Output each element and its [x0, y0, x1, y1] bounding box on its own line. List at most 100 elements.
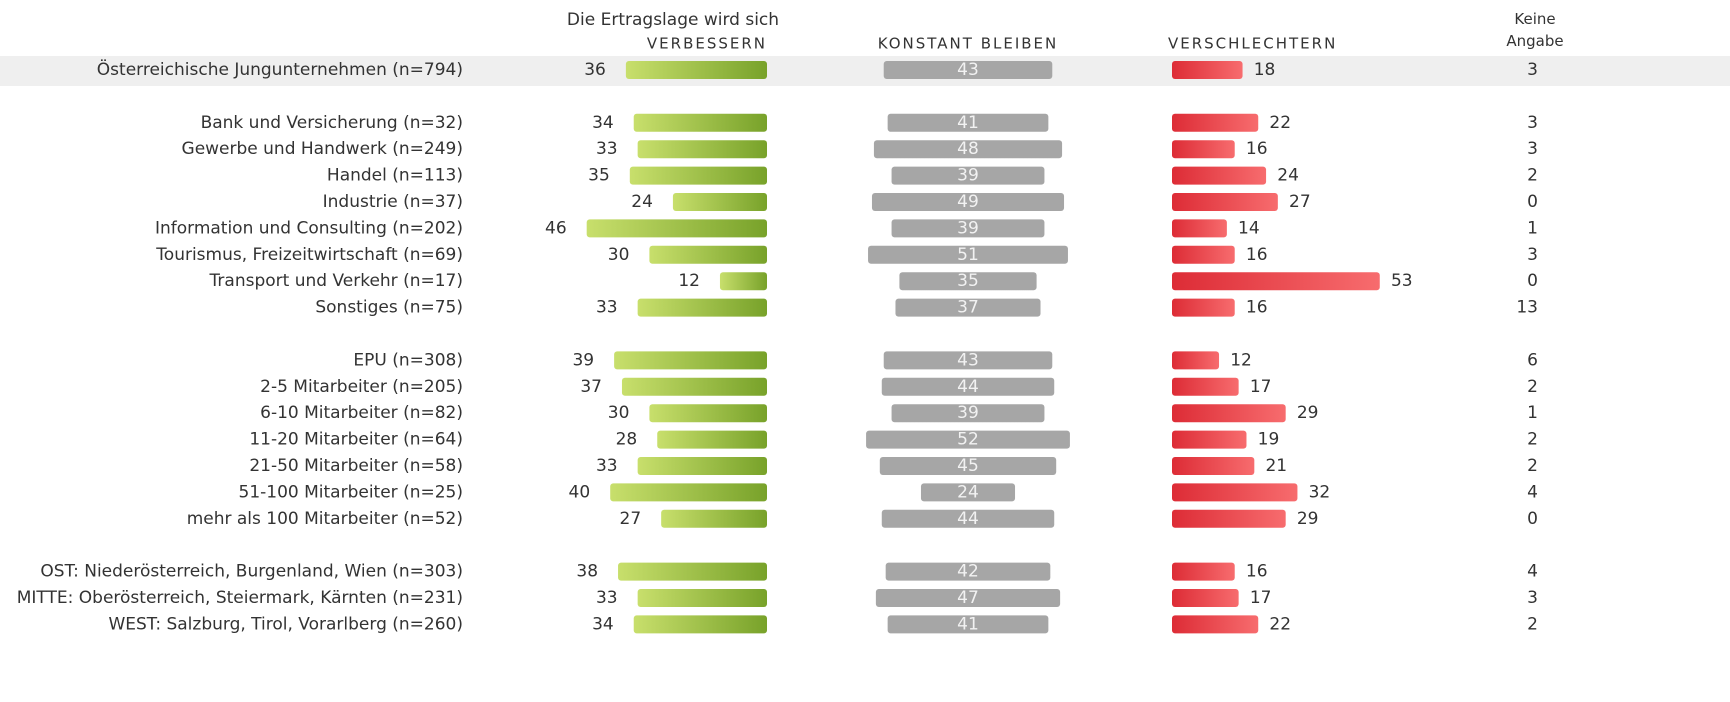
bar	[875, 589, 1061, 607]
value-label: 12	[1230, 350, 1252, 370]
category-label: Industrie (n=37)	[323, 192, 463, 212]
value-label: 37	[957, 298, 979, 318]
value-label: 16	[1246, 298, 1268, 318]
bar	[1172, 219, 1227, 238]
value-label: 0	[1527, 271, 1538, 291]
category-label: Information und Consulting (n=202)	[155, 218, 463, 238]
bar	[883, 61, 1053, 79]
value-label: 16	[1246, 562, 1268, 582]
bar	[885, 562, 1051, 581]
value-label: 39	[572, 350, 594, 370]
bar	[866, 430, 1070, 449]
bar	[883, 351, 1053, 370]
value-label: 28	[616, 430, 638, 450]
value-label: 39	[957, 166, 979, 186]
value-label: 44	[957, 377, 979, 397]
bar	[649, 245, 767, 264]
bar	[868, 245, 1068, 264]
bar	[887, 615, 1049, 634]
bar	[637, 298, 767, 317]
bar	[1172, 457, 1255, 475]
value-label: 33	[596, 298, 618, 318]
value-label: 24	[631, 192, 653, 212]
category-label: Handel (n=113)	[327, 166, 463, 186]
bar	[891, 404, 1045, 423]
category-label: Transport und Verkehr (n=17)	[209, 271, 463, 291]
bar	[637, 589, 767, 607]
value-label: 16	[1246, 245, 1268, 265]
category-label: 21-50 Mitarbeiter (n=58)	[249, 456, 463, 476]
category-label: 51-100 Mitarbeiter (n=25)	[239, 482, 464, 502]
value-label: 13	[1516, 298, 1538, 318]
value-label: 29	[1297, 509, 1319, 529]
bar	[633, 615, 767, 634]
category-label: Sonstiges (n=75)	[315, 298, 463, 318]
subtitle: Die Ertragslage wird sich	[567, 10, 779, 30]
value-label: 33	[596, 588, 618, 608]
value-label: 41	[957, 113, 979, 133]
bar	[610, 483, 767, 502]
value-label: 52	[957, 430, 979, 450]
value-label: 38	[576, 562, 598, 582]
value-label: 42	[957, 562, 979, 582]
value-label: 14	[1238, 218, 1260, 238]
bar	[881, 377, 1055, 396]
bar	[899, 272, 1037, 291]
value-label: 22	[1269, 614, 1291, 634]
legend-label: VERBESSERN	[647, 35, 767, 53]
value-label: 29	[1297, 403, 1319, 423]
bar	[1172, 377, 1239, 396]
value-label: 6	[1527, 350, 1538, 370]
value-label: 0	[1527, 509, 1538, 529]
value-label: 35	[957, 271, 979, 291]
bar	[1172, 589, 1239, 607]
category-label: Tourismus, Freizeitwirtschaft (n=69)	[155, 245, 463, 265]
value-label: 2	[1527, 614, 1538, 634]
bar	[1172, 562, 1235, 581]
bar	[891, 166, 1045, 185]
value-label: 51	[957, 245, 979, 265]
value-label: 21	[1265, 456, 1287, 476]
value-label: 35	[588, 166, 610, 186]
bar	[618, 562, 767, 581]
bar	[1172, 245, 1235, 264]
value-label: 16	[1246, 139, 1268, 159]
value-label: 12	[678, 271, 700, 291]
legend-label: KONSTANT BLEIBEN	[878, 35, 1059, 53]
value-label: 3	[1527, 60, 1538, 80]
legend-label: Keine Angabe	[1506, 10, 1564, 50]
value-label: 27	[1289, 192, 1311, 212]
bar	[920, 483, 1016, 502]
bar	[1172, 113, 1259, 132]
bar	[873, 140, 1063, 159]
bar	[1172, 61, 1243, 79]
bar	[881, 509, 1055, 528]
bar	[621, 377, 767, 396]
value-label: 44	[957, 509, 979, 529]
value-label: 34	[592, 614, 614, 634]
value-label: 45	[957, 456, 979, 476]
category-label: EPU (n=308)	[353, 350, 463, 370]
bar	[891, 219, 1045, 238]
category-label: Gewerbe und Handwerk (n=249)	[182, 139, 463, 159]
value-label: 48	[957, 139, 979, 159]
value-label: 30	[608, 245, 630, 265]
value-label: 30	[608, 403, 630, 423]
bar	[633, 113, 767, 132]
value-label: 17	[1250, 377, 1272, 397]
value-label: 17	[1250, 588, 1272, 608]
value-label: 2	[1527, 166, 1538, 186]
bar	[637, 457, 767, 475]
category-label: WEST: Salzburg, Tirol, Vorarlberg (n=260…	[108, 614, 463, 634]
bar	[871, 193, 1065, 211]
value-label: 19	[1258, 430, 1280, 450]
bar	[879, 457, 1057, 475]
bar	[1172, 272, 1380, 291]
legend-box: Keine Angabe	[1506, 10, 1564, 50]
value-label: 34	[592, 113, 614, 133]
bar	[895, 298, 1041, 317]
value-label: 3	[1527, 113, 1538, 133]
category-label: Österreichische Jungunternehmen (n=794)	[97, 58, 463, 80]
value-label: 0	[1527, 192, 1538, 212]
bar	[672, 193, 767, 211]
